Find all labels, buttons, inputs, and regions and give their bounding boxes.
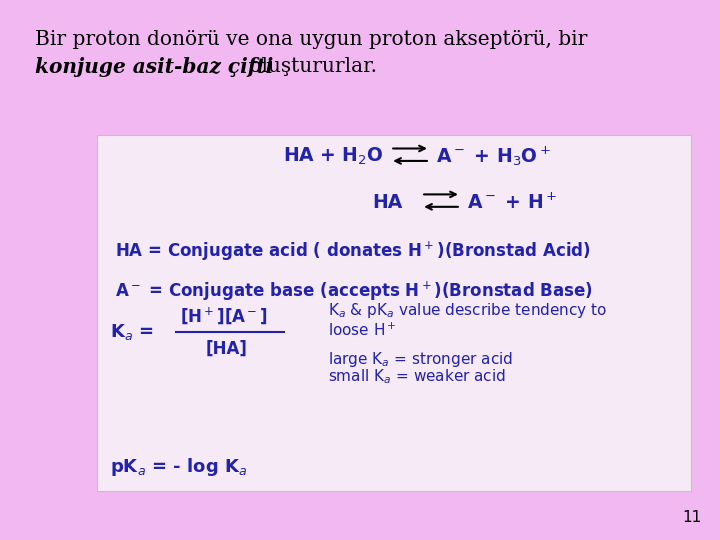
Text: A$^-$ + H$_3$O$^+$: A$^-$ + H$_3$O$^+$ bbox=[436, 145, 551, 168]
Text: A$^-$ = Conjugate base (accepts H$^+$)(Bronstad Base): A$^-$ = Conjugate base (accepts H$^+$)(B… bbox=[115, 280, 593, 303]
Text: small K$_a$ = weaker acid: small K$_a$ = weaker acid bbox=[328, 368, 505, 386]
Text: konjuge asit-baz çifti: konjuge asit-baz çifti bbox=[35, 57, 273, 77]
Text: large K$_a$ = stronger acid: large K$_a$ = stronger acid bbox=[328, 349, 513, 369]
Text: HA = Conjugate acid ( donates H$^+$)(Bronstad Acid): HA = Conjugate acid ( donates H$^+$)(Bro… bbox=[115, 239, 591, 263]
Text: [H$^+$][A$^-$]: [H$^+$][A$^-$] bbox=[180, 306, 268, 326]
FancyBboxPatch shape bbox=[97, 135, 691, 491]
Text: oluştururlar.: oluştururlar. bbox=[243, 57, 377, 76]
Text: HA + H$_2$O: HA + H$_2$O bbox=[283, 146, 383, 167]
Text: Bir proton donörü ve ona uygun proton akseptörü, bir: Bir proton donörü ve ona uygun proton ak… bbox=[35, 30, 587, 49]
Text: K$_a$ & pK$_a$ value describe tendency to: K$_a$ & pK$_a$ value describe tendency t… bbox=[328, 301, 607, 320]
Text: loose H$^+$: loose H$^+$ bbox=[328, 322, 396, 339]
Text: pK$_a$ = - log K$_a$: pK$_a$ = - log K$_a$ bbox=[110, 456, 248, 478]
Text: 11: 11 bbox=[683, 510, 702, 525]
Text: K$_a$ =: K$_a$ = bbox=[110, 322, 154, 342]
Text: [HA]: [HA] bbox=[205, 339, 247, 357]
Text: HA: HA bbox=[372, 193, 403, 212]
Text: A$^-$ + H$^+$: A$^-$ + H$^+$ bbox=[467, 192, 557, 213]
